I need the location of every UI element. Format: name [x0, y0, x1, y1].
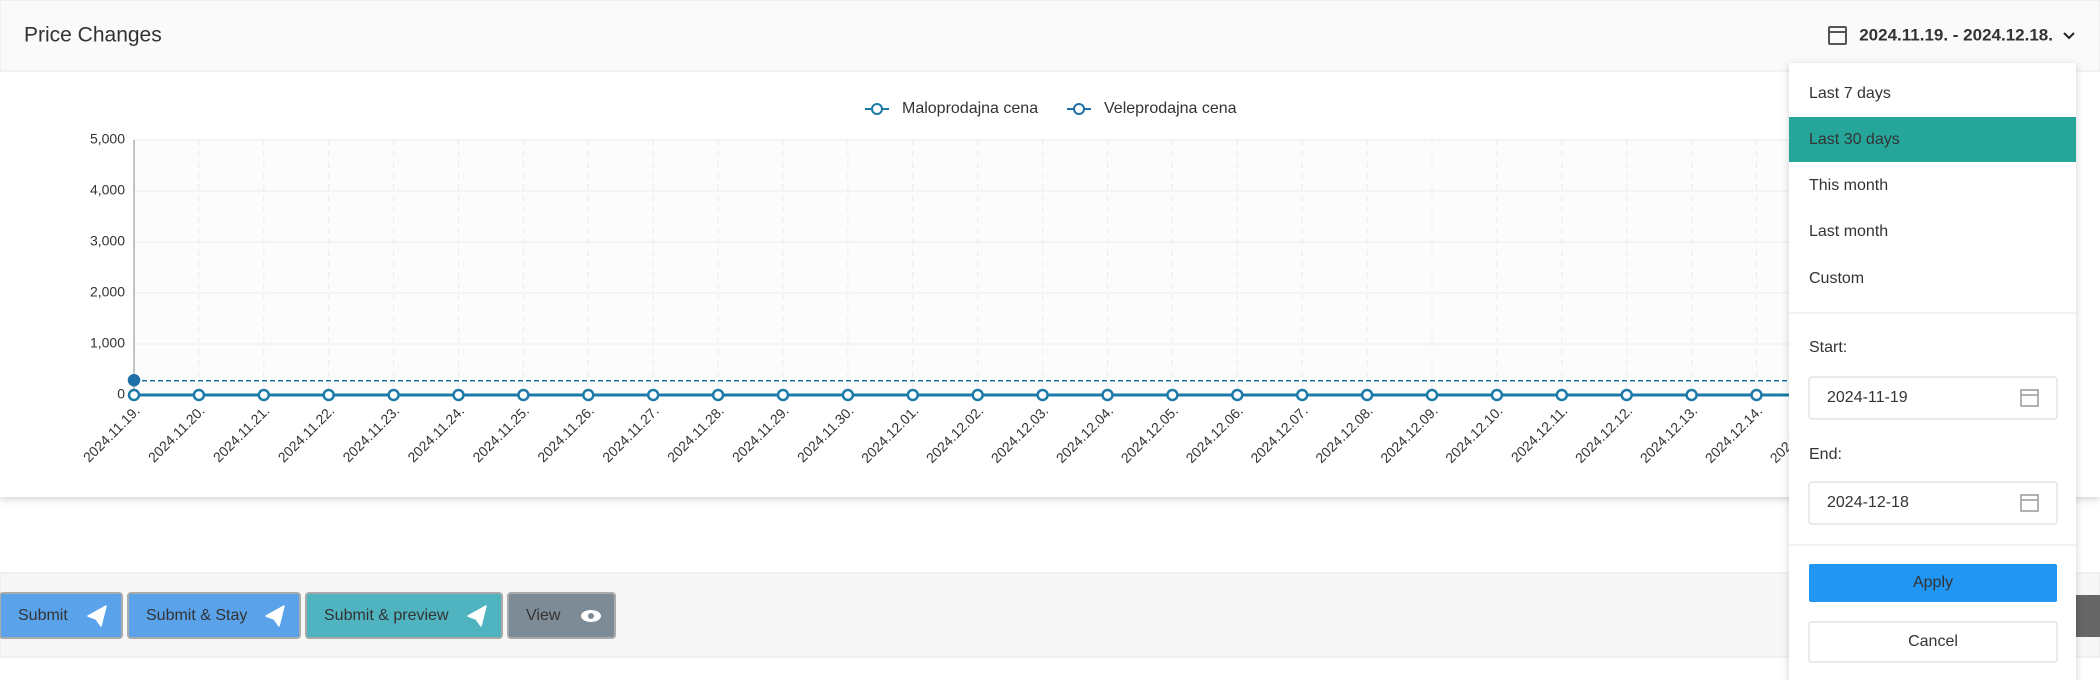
button-label: Submit & Stay — [146, 607, 247, 624]
date-picker: Start: 2024-11-19 End: 2024-12-18 Apply … — [1789, 63, 2076, 680]
point — [776, 388, 790, 402]
end-value: 2024-12-18 — [1827, 494, 1909, 511]
action-button[interactable] — [127, 592, 301, 639]
cancel-label: Cancel — [1908, 633, 1958, 650]
y-tick-label: 0 — [117, 386, 125, 402]
action-button[interactable] — [507, 592, 616, 639]
button-label: Submit & preview — [324, 607, 449, 624]
point — [1036, 388, 1049, 402]
point — [387, 388, 400, 402]
point — [1685, 388, 1698, 402]
end-input[interactable] — [1808, 481, 2058, 525]
point — [841, 388, 855, 402]
point — [1425, 388, 1439, 402]
input-icons — [2020, 389, 2039, 512]
range-option[interactable]: Last 30 days — [1809, 131, 1900, 148]
apply-button[interactable] — [1809, 564, 2057, 602]
action-button[interactable] — [0, 592, 123, 639]
point — [1555, 388, 1569, 402]
selected-option[interactable] — [1789, 117, 2076, 162]
y-tick-label: 3,000 — [90, 233, 125, 249]
button-label: View — [526, 607, 561, 624]
point — [517, 388, 530, 402]
y-tick-label: 5,000 — [90, 131, 125, 147]
chevron — [2063, 32, 2075, 40]
legend-label: Maloprodajna cena — [902, 100, 1038, 117]
range-option[interactable]: Last 7 days — [1809, 85, 1891, 102]
start-input[interactable] — [1808, 376, 2058, 420]
y-tick-label: 1,000 — [90, 335, 125, 351]
buttons: Submit Submit & Stay Submit & preview View — [0, 592, 616, 639]
legend-icon — [1073, 103, 1085, 115]
point — [711, 388, 725, 402]
point — [971, 388, 984, 402]
apply-label: Apply — [1913, 574, 1953, 591]
calendar-icon — [1828, 26, 1847, 45]
point — [1101, 388, 1114, 402]
point — [452, 388, 465, 402]
send-icon — [265, 605, 285, 627]
side-button[interactable] — [2076, 595, 2100, 637]
point — [1360, 388, 1374, 402]
cancel-button[interactable] — [1808, 621, 2058, 663]
send-icon — [87, 605, 107, 627]
card-header — [0, 0, 2100, 72]
point — [1231, 388, 1244, 402]
start-value: 2024-11-19 — [1827, 389, 1908, 406]
y-tick-label: 2,000 — [90, 284, 125, 300]
point — [192, 388, 206, 402]
button-label: Submit — [18, 607, 68, 624]
card-title: Price Changes — [24, 24, 162, 47]
point — [1620, 388, 1633, 402]
point — [582, 388, 595, 402]
point — [646, 388, 660, 402]
legend-label: Veleprodajna cena — [1104, 100, 1237, 117]
point — [906, 388, 920, 402]
point — [257, 388, 271, 402]
range-option[interactable]: This month — [1809, 177, 1888, 194]
send-icon — [467, 605, 487, 627]
point — [1750, 388, 1763, 402]
plot-area — [134, 140, 2017, 395]
point — [127, 388, 141, 402]
y-tick-label: 4,000 — [90, 182, 125, 198]
point — [127, 373, 141, 387]
point — [1166, 388, 1179, 402]
point — [322, 388, 335, 402]
eye-icon — [588, 613, 594, 619]
range-option[interactable]: Custom — [1809, 270, 1864, 287]
range-option[interactable]: Last month — [1809, 223, 1888, 240]
legend-icon — [871, 103, 883, 115]
point — [1490, 388, 1504, 402]
point — [1295, 388, 1309, 402]
end-label: End: — [1809, 446, 1842, 463]
date-range[interactable]: 2024.11.19. - 2024.12.18. — [1859, 25, 2053, 44]
start-label: Start: — [1809, 339, 1847, 356]
action-button[interactable] — [305, 592, 503, 639]
